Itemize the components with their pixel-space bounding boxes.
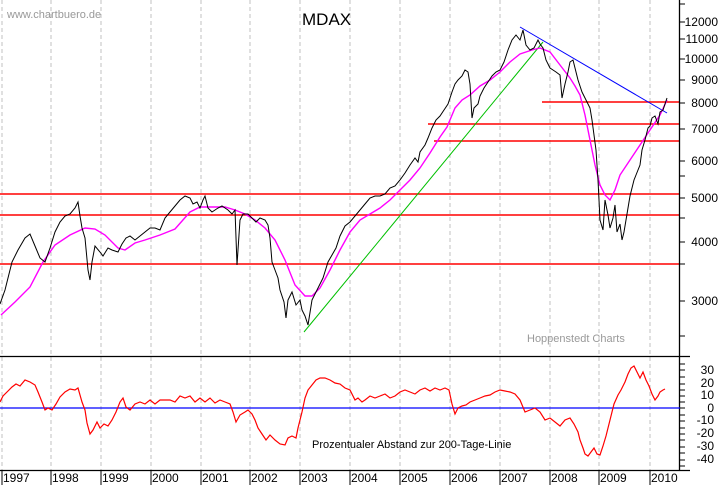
- chart-title: MDAX: [302, 10, 352, 29]
- y-tick-label: -20: [696, 426, 714, 440]
- x-tick-label: 2010: [651, 471, 678, 485]
- price-line: [0, 29, 668, 326]
- x-tick-label: 2000: [152, 471, 179, 485]
- upper-y-ticks: [680, 3, 685, 337]
- y-tick-label: -40: [696, 452, 714, 466]
- y-tick-label: 11000: [685, 32, 718, 46]
- lower-panel-label: Prozentualer Abstand zur 200-Tage-Linie: [312, 439, 512, 451]
- uptrend-line: [303, 41, 544, 333]
- y-tick-label: 9000: [691, 73, 718, 87]
- y-tick-label: 8000: [691, 96, 718, 110]
- y-tick-label: -10: [696, 413, 714, 427]
- x-tick-label: 1999: [102, 471, 129, 485]
- downtrend-line: [519, 26, 668, 114]
- x-tick-label: 2002: [251, 471, 278, 485]
- y-tick-label: 0: [707, 401, 714, 415]
- x-tick-label: 2007: [501, 471, 528, 485]
- x-tick-label: 2004: [351, 471, 378, 485]
- x-tick-label: 2008: [551, 471, 578, 485]
- year-gridlines: [1, 0, 651, 471]
- y-tick-label: 10000: [684, 52, 718, 66]
- x-ticks: [1, 471, 651, 485]
- lower-y-ticks: [680, 363, 685, 467]
- y-tick-label: 5000: [691, 191, 718, 205]
- x-tick-label: 1997: [3, 471, 30, 485]
- y-tick-label: 3000: [691, 294, 718, 308]
- y-tick-label: 30: [700, 363, 714, 377]
- ma200-line: [0, 47, 668, 316]
- y-tick-label: 12000: [684, 15, 718, 29]
- x-tick-label: 2001: [202, 471, 229, 485]
- x-tick-label: 2006: [451, 471, 478, 485]
- x-tick-label: 1998: [52, 471, 79, 485]
- y-tick-label: -30: [696, 439, 714, 453]
- x-tick-label: 2009: [600, 471, 627, 485]
- oscillator-line: [0, 365, 666, 457]
- y-tick-label: 6000: [691, 154, 718, 168]
- support-lines: [0, 101, 680, 265]
- y-tick-label: 20: [700, 376, 714, 390]
- y-tick-label: 10: [700, 388, 714, 402]
- y-tick-label: 4000: [691, 235, 718, 249]
- x-tick-label: 2005: [401, 471, 428, 485]
- watermark: www.chartbuero.de: [7, 9, 102, 21]
- x-tick-label: 2003: [301, 471, 328, 485]
- source-label: Hoppenstedt Charts: [527, 333, 625, 345]
- y-tick-label: 7000: [691, 122, 718, 136]
